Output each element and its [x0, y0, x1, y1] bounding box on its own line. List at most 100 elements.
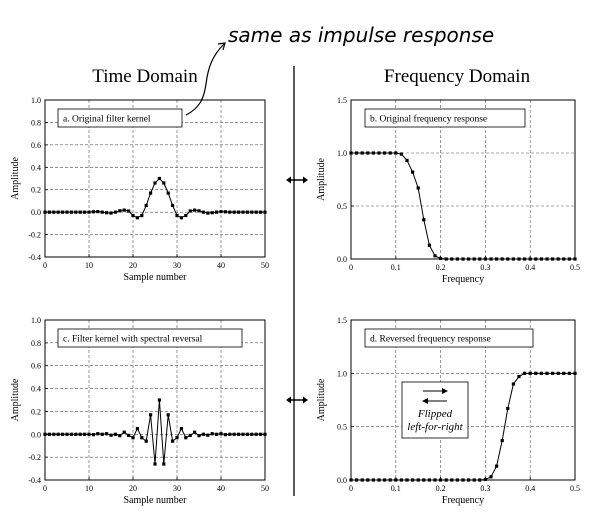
data-point — [405, 158, 409, 163]
data-point — [500, 438, 504, 443]
data-point — [427, 478, 431, 482]
data-point — [96, 432, 100, 436]
data-point — [444, 478, 448, 482]
data-point — [43, 210, 47, 214]
data-point — [405, 478, 409, 482]
data-point — [366, 151, 370, 155]
data-point — [416, 478, 420, 482]
data-point — [245, 432, 249, 436]
data-point — [127, 433, 131, 438]
data-point — [478, 478, 482, 482]
data-point — [113, 432, 117, 436]
x-tick-label: 50 — [261, 261, 269, 270]
data-point — [175, 213, 179, 218]
y-tick-label: 0.0 — [337, 476, 347, 485]
data-point — [140, 436, 144, 440]
y-tick-label: 0.5 — [337, 202, 347, 211]
data-point — [47, 210, 51, 214]
x-tick-label: 0.2 — [436, 263, 446, 272]
x-tick-label: 0.4 — [525, 263, 535, 272]
panel-label-box — [57, 108, 183, 128]
x-tick-label: 0.5 — [570, 484, 580, 493]
data-point — [483, 477, 487, 482]
data-point — [263, 432, 267, 436]
panel-label: a. Original filter kernel — [63, 114, 151, 125]
data-point — [241, 210, 245, 214]
x-tick-label: 10 — [85, 484, 93, 493]
double-arrow-bottom — [286, 396, 308, 404]
data-point — [455, 478, 459, 482]
data-point — [383, 151, 387, 155]
data-point — [113, 210, 117, 214]
data-point — [179, 426, 183, 431]
data-point — [171, 439, 175, 443]
panel-label-box — [57, 328, 243, 348]
data-point — [166, 413, 170, 417]
data-point — [483, 257, 487, 261]
data-point — [534, 371, 538, 375]
data-point — [394, 478, 398, 482]
annotation-curve-arrow — [185, 43, 225, 116]
data-point — [135, 426, 139, 431]
data-point — [500, 257, 504, 261]
data-point — [131, 436, 135, 440]
data-point — [109, 433, 113, 437]
data-point — [171, 203, 175, 208]
data-point — [78, 210, 82, 214]
data-point — [122, 430, 126, 434]
data-point — [135, 216, 139, 220]
data-point — [528, 371, 532, 375]
data-point — [153, 462, 157, 466]
data-point — [237, 432, 241, 436]
data-point — [506, 257, 510, 261]
data-point — [100, 210, 104, 214]
data-point — [511, 257, 515, 261]
data-point — [254, 210, 258, 214]
data-point — [210, 432, 214, 436]
data-point — [206, 433, 210, 437]
chart-panel-a: 0 10 20 30 40 50 -0.4 -0.2 0.0 0.2 0.4 0.6 0.8 1.0 Sam… — [10, 96, 269, 283]
data-point — [489, 475, 493, 479]
chart-panel-b: 0 0.1 0.2 0.3 0.4 0.5 0.0 0.5 1.0 1.5 Frequency Amp… — [316, 96, 580, 285]
data-point — [455, 257, 459, 261]
data-point — [122, 208, 126, 212]
data-point — [223, 433, 227, 437]
x-tick-label: 0.3 — [480, 484, 490, 493]
data-point — [105, 211, 109, 215]
data-point — [65, 210, 69, 214]
data-point — [118, 434, 122, 438]
data-point — [360, 151, 364, 155]
x-axis-label: Sample number — [123, 272, 187, 283]
data-point — [467, 257, 471, 261]
data-point — [188, 209, 192, 213]
y-tick-label: 1.5 — [337, 96, 347, 105]
data-point — [528, 257, 532, 261]
x-tick-label: 0.2 — [436, 484, 446, 493]
data-point — [444, 257, 448, 261]
data-point — [551, 257, 555, 261]
frequency-domain-header: Frequency Domain — [384, 66, 531, 87]
y-tick-label: -0.4 — [28, 476, 41, 485]
data-point — [105, 432, 109, 436]
data-point — [245, 210, 249, 214]
data-point — [411, 170, 415, 174]
x-tick-label: 0.1 — [391, 484, 401, 493]
data-point — [250, 432, 254, 436]
data-point — [534, 257, 538, 261]
data-point — [461, 478, 465, 482]
y-tick-label: 0.8 — [31, 118, 41, 127]
data-point — [206, 211, 210, 215]
data-point — [511, 382, 515, 386]
data-point — [394, 151, 398, 155]
data-point — [241, 432, 245, 436]
data-point — [495, 464, 499, 468]
data-point — [360, 478, 364, 482]
data-point — [140, 213, 144, 218]
data-point — [47, 432, 51, 436]
flipped-note-line2: left-for-right — [407, 421, 463, 433]
x-tick-label: 20 — [129, 261, 137, 270]
data-point — [259, 432, 263, 436]
x-tick-label: 20 — [129, 484, 137, 493]
data-point — [422, 218, 426, 222]
data-point — [567, 257, 571, 261]
